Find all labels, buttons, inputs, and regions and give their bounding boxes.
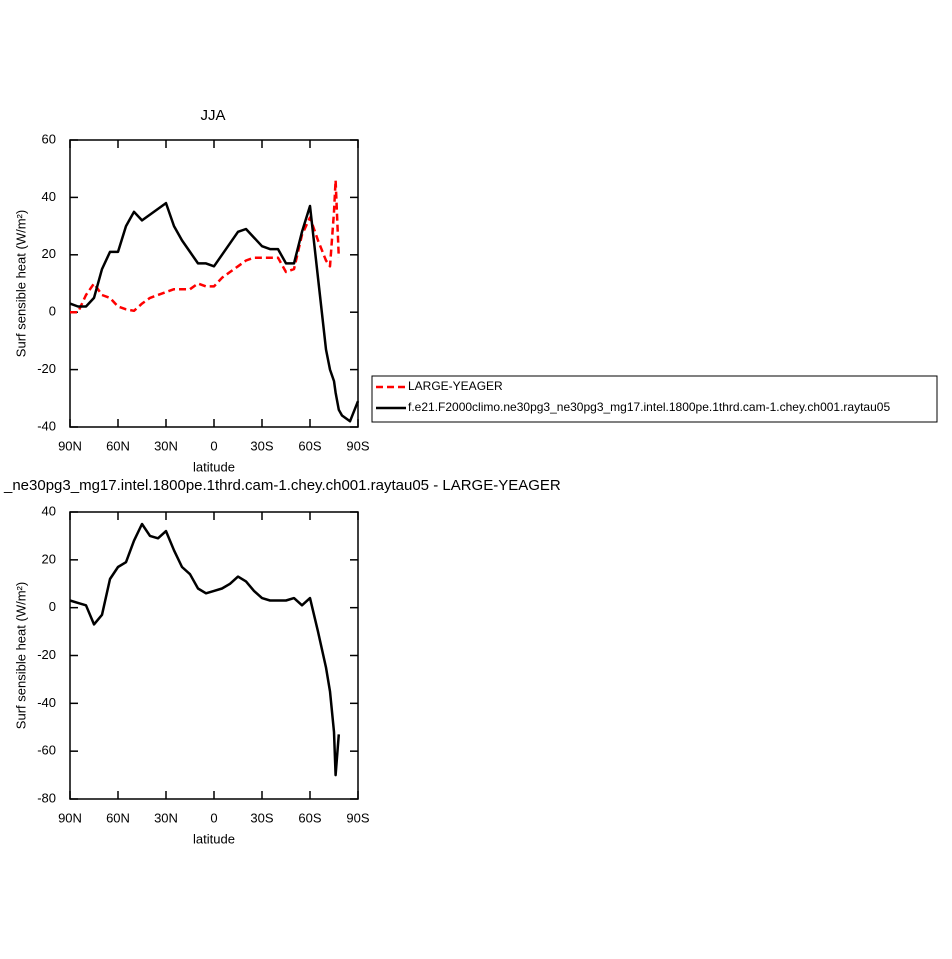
x-tick-label: 90S: [346, 438, 369, 453]
x-tick-label: 60S: [298, 810, 321, 825]
x-tick-label: 30S: [250, 810, 273, 825]
y-axis-label: Surf sensible heat (W/m²): [13, 582, 28, 729]
y-tick-label: 40: [42, 503, 56, 518]
y-tick-label: 20: [42, 246, 56, 261]
x-tick-label: 60N: [106, 810, 130, 825]
line-series: [70, 178, 341, 314]
y-axis-label: Surf sensible heat (W/m²): [13, 210, 28, 357]
y-tick-label: -40: [37, 418, 56, 433]
y-tick-label: -20: [37, 361, 56, 376]
x-tick-label: 60S: [298, 438, 321, 453]
line-series: [69, 522, 341, 777]
x-tick-label: 0: [210, 438, 217, 453]
y-tick-label: 0: [49, 599, 56, 614]
y-tick-label: 0: [49, 304, 56, 319]
x-axis-label: latitude: [193, 831, 235, 846]
x-axis-label: latitude: [193, 459, 235, 474]
chart-title: _ne30pg3_mg17.intel.1800pe.1thrd.cam-1.c…: [3, 477, 561, 494]
y-tick-label: -80: [37, 790, 56, 805]
x-tick-label: 0: [210, 810, 217, 825]
legend-label: LARGE-YEAGER: [408, 379, 503, 393]
y-tick-label: -60: [37, 743, 56, 758]
x-tick-label: 30N: [154, 438, 178, 453]
line-series: [69, 201, 360, 423]
y-tick-label: 40: [42, 189, 56, 204]
legend-box: [371, 375, 938, 423]
x-tick-label: 30N: [154, 810, 178, 825]
x-tick-label: 30S: [250, 438, 273, 453]
y-tick-label: -40: [37, 695, 56, 710]
chart-title: JJA: [200, 107, 225, 124]
x-tick-label: 90N: [58, 810, 82, 825]
y-tick-label: 20: [42, 551, 56, 566]
x-tick-label: 90N: [58, 438, 82, 453]
plot-frame: [69, 139, 359, 428]
y-tick-label: 60: [42, 131, 56, 146]
legend-label: f.e21.F2000climo.ne30pg3_ne30pg3_mg17.in…: [408, 400, 890, 414]
x-tick-label: 60N: [106, 438, 130, 453]
x-tick-label: 90S: [346, 810, 369, 825]
plot-frame: [69, 511, 359, 800]
y-tick-label: -20: [37, 647, 56, 662]
